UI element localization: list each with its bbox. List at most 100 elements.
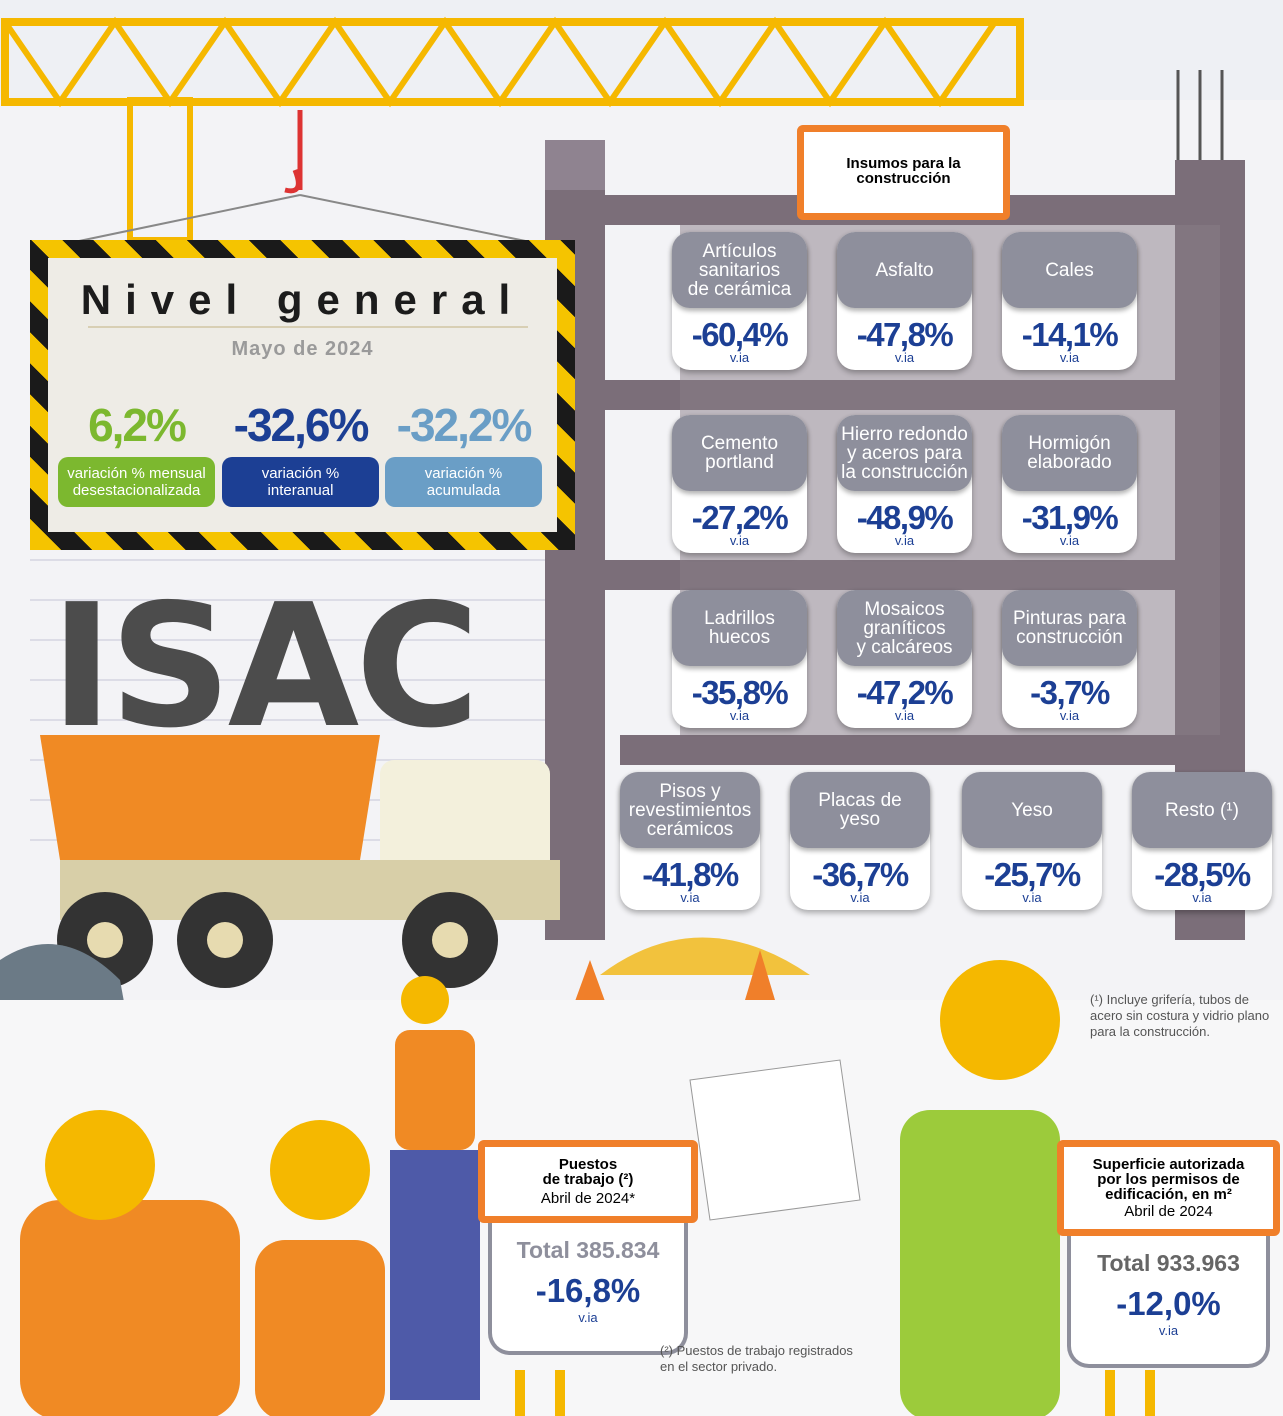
input-card: Hormigón elaborado -31,9% v.ia	[1002, 415, 1137, 553]
input-name: Artículos sanitarios de cerámica	[672, 232, 807, 308]
input-name: Hierro redondo y aceros para la construcci…	[837, 415, 972, 491]
input-name-line: Mosaicos	[864, 598, 945, 620]
indicator-label-line: variación %	[424, 465, 503, 482]
footnote-line: acero sin costura y vidrio plano	[1090, 1008, 1270, 1023]
change: -12,0%	[1116, 1285, 1221, 1322]
input-name: Yeso	[962, 772, 1102, 848]
input-unit: v.ia	[1022, 890, 1042, 905]
input-unit: v.ia	[1059, 350, 1080, 365]
input-card: Resto (¹) -28,5% v.ia	[1132, 772, 1272, 910]
footnote: (¹) Incluye grifería, tubos de acero sin…	[1090, 992, 1269, 1040]
input-unit: v.ia	[894, 350, 915, 365]
input-name-line: graníticos	[863, 617, 946, 639]
panel-header: Superficie autorizada por los permisos d…	[1057, 1140, 1280, 1236]
input-name-line: huecos	[708, 627, 771, 648]
panel-body: Total 385.834 -16,8% v.ia	[488, 1223, 688, 1355]
indicator-label-line: interanual	[267, 482, 334, 499]
inputs-title-line: construcción	[856, 170, 951, 187]
panel-date: Abril de 2024*	[540, 1190, 636, 1207]
input-change: -27,2%	[691, 499, 789, 536]
input-change: -31,9%	[1021, 499, 1119, 536]
input-change: -48,9%	[856, 499, 954, 536]
indicator-value: -32,6%	[233, 399, 370, 451]
input-name: Mosaicos graníticos y calcáreos	[837, 590, 972, 666]
indicator-value: 6,2%	[88, 399, 187, 451]
input-name-line: Asfalto	[875, 259, 934, 281]
input-name-line: Placas de	[818, 790, 902, 811]
surface-panel: Superficie autorizada por los permisos d…	[1057, 1140, 1280, 1368]
input-card: Ladrillos huecos -35,8% v.ia	[672, 590, 807, 728]
input-name-line: Pisos y	[659, 780, 721, 802]
divider	[88, 326, 528, 328]
input-card: Mosaicos graníticos y calcáreos -47,2% v.ia	[837, 590, 972, 728]
unit: v.ia	[1158, 1323, 1179, 1338]
input-card: Pinturas para construcción -3,7% v.ia	[1002, 590, 1137, 728]
input-card: Asfalto -47,8% v.ia	[837, 232, 972, 370]
input-name-line: Artículos	[702, 240, 777, 262]
indicator-label: variación % mensual desestacionalizada	[58, 457, 215, 507]
indicator: -32,2% variación % acumulada	[385, 393, 542, 507]
panel-title: edificación, en m²	[1105, 1186, 1232, 1203]
input-name-line: de cerámica	[687, 278, 792, 300]
input-card: Hierro redondo y aceros para la construcci…	[837, 415, 972, 553]
panel-title: Puestos	[558, 1156, 618, 1173]
footnote: (²) Puestos de trabajo registrados en el…	[660, 1343, 853, 1375]
input-name-line: yeso	[839, 809, 881, 830]
input-unit: v.ia	[894, 533, 915, 548]
panel-title: por los permisos de	[1097, 1171, 1240, 1188]
input-name: Pisos y revestimientos cerámicos	[620, 772, 760, 848]
input-card: Pisos y revestimientos cerámicos -41,8% v.ia	[620, 772, 760, 910]
input-unit: v.ia	[680, 890, 700, 905]
indicator-label-line: variación %	[261, 465, 340, 482]
input-name-line: Pinturas para	[1012, 608, 1126, 629]
input-card: Placas de yeso -36,7% v.ia	[790, 772, 930, 910]
panel-date: Abril de 2024	[1124, 1203, 1213, 1220]
footnote-line: en el sector privado.	[660, 1359, 778, 1374]
input-name: Ladrillos huecos	[672, 590, 807, 666]
input-unit: v.ia	[729, 350, 750, 365]
input-card: Cales -14,1% v.ia	[1002, 232, 1137, 370]
input-change: -60,4%	[691, 316, 789, 353]
input-name: Cales	[1002, 232, 1137, 308]
input-name: Resto (¹)	[1132, 772, 1272, 848]
input-change: -35,8%	[691, 674, 789, 711]
jobs-panel: Puestos de trabajo (²) Abril de 2024* To…	[478, 1140, 698, 1355]
indicator-label-line: acumulada	[426, 482, 501, 499]
indicator-label: variación % interanual	[222, 457, 379, 507]
input-name-line: portland	[705, 452, 774, 473]
input-name: Cemento portland	[672, 415, 807, 491]
input-name-line: Hormigón	[1028, 433, 1111, 454]
inputs-title-line: Insumos para la	[846, 155, 961, 172]
input-name: Hormigón elaborado	[1002, 415, 1137, 491]
indicator: 6,2% variación % mensual desestacionalizad…	[58, 393, 215, 507]
indicator-label-line: variación % mensual	[67, 465, 206, 482]
input-change: -36,7%	[812, 856, 909, 893]
total: Total 933.963	[1097, 1250, 1240, 1276]
input-name-line: revestimientos	[628, 799, 752, 821]
input-name-line: Cales	[1045, 259, 1094, 281]
input-name-line: construcción	[1016, 627, 1123, 648]
inputs-title: Insumos para la construcción	[797, 125, 1010, 220]
input-name-line: Hierro redondo	[841, 423, 968, 445]
input-change: -47,2%	[856, 674, 954, 711]
unit: v.ia	[578, 1310, 598, 1325]
total: Total 385.834	[516, 1237, 660, 1263]
input-change: -14,1%	[1021, 316, 1119, 353]
input-name-line: sanitarios	[698, 259, 781, 281]
input-name-line: elaborado	[1027, 452, 1112, 473]
indicator-label-line: desestacionalizada	[72, 482, 201, 499]
logo: ISAC	[50, 568, 476, 766]
footnote-line: para la construcción.	[1090, 1024, 1210, 1039]
input-name-line: cerámicos	[646, 818, 734, 840]
input-name-line: y calcáreos	[856, 636, 953, 658]
footnote-line: (²) Puestos de trabajo registrados	[660, 1343, 853, 1358]
indicator-value: -32,2%	[396, 399, 533, 451]
input-change: -28,5%	[1154, 856, 1251, 893]
panel-header: Puestos de trabajo (²) Abril de 2024*	[478, 1140, 698, 1223]
indicator: -32,6% variación % interanual	[222, 393, 379, 507]
input-unit: v.ia	[1059, 533, 1080, 548]
input-change: -47,8%	[856, 316, 954, 353]
change: -16,8%	[535, 1272, 641, 1309]
panel-title: de trabajo (²)	[542, 1171, 634, 1188]
